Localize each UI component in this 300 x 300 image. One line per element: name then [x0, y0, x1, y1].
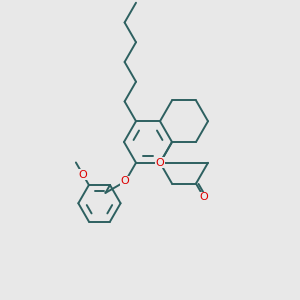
Text: O: O [200, 192, 208, 203]
Text: O: O [121, 176, 130, 187]
Text: O: O [156, 158, 164, 168]
Text: O: O [79, 169, 87, 180]
